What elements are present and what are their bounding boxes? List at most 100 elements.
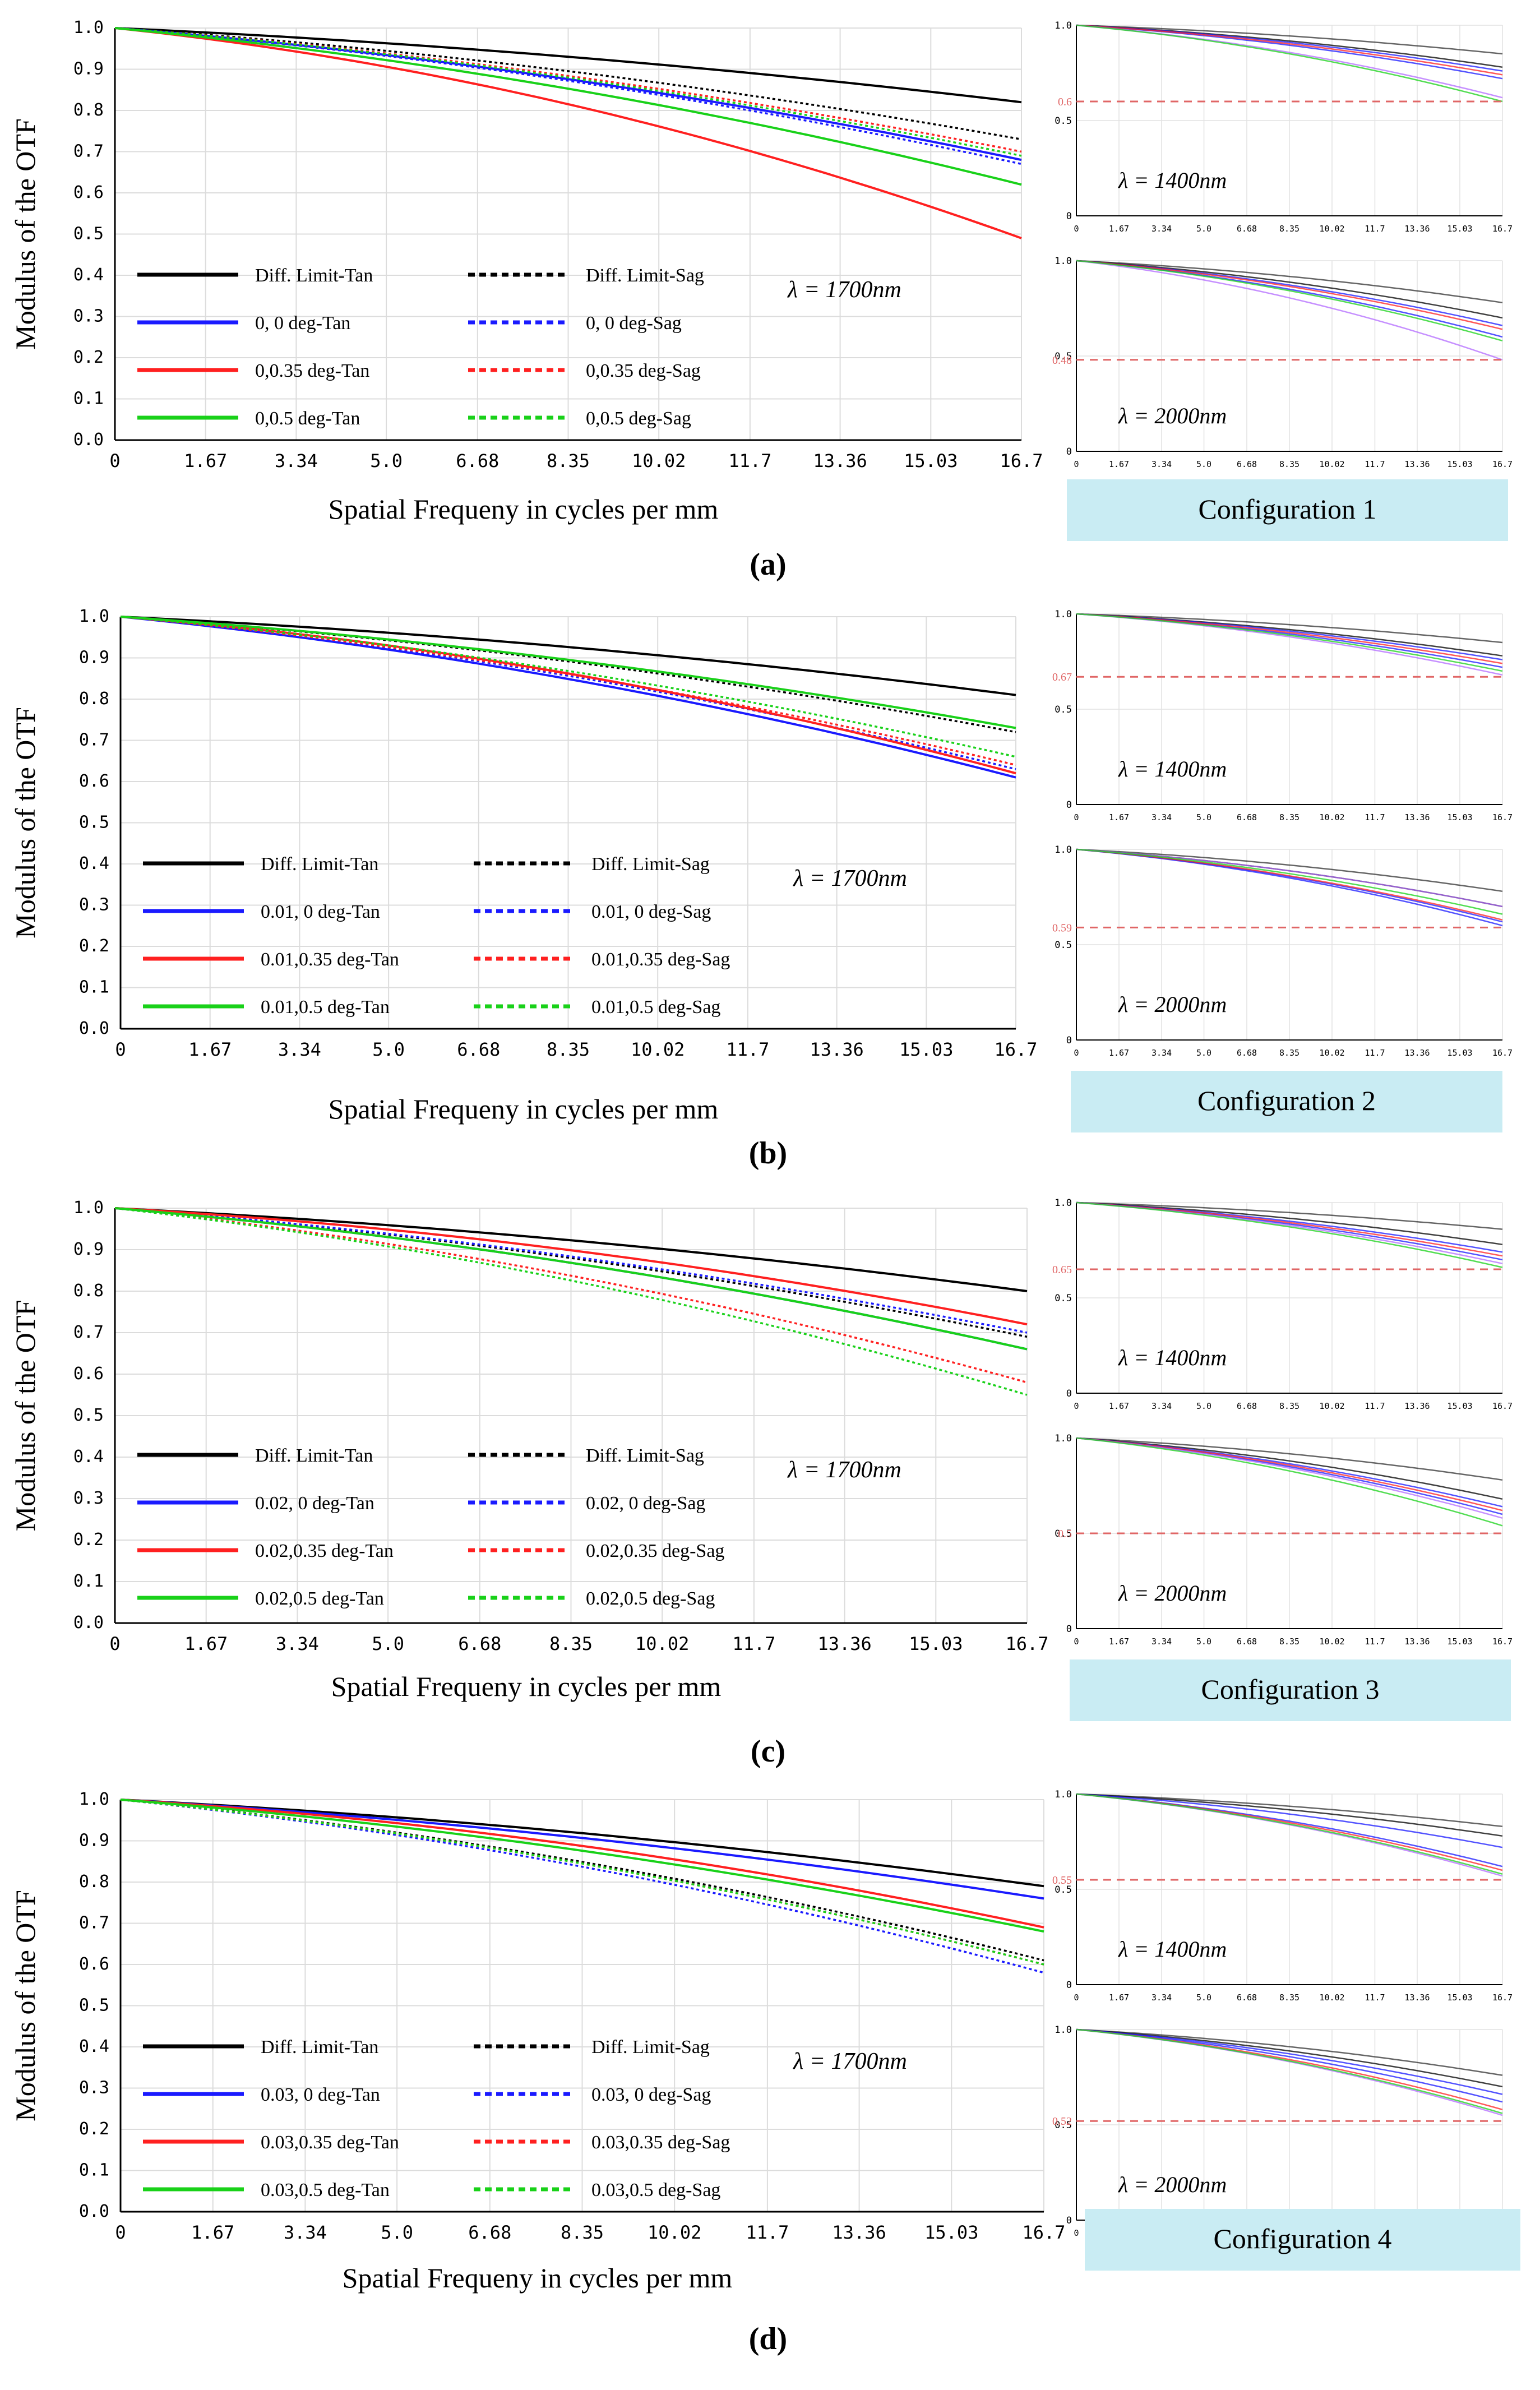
- small-x-tick: 10.02: [1319, 812, 1344, 822]
- small-y-tick: 0: [1066, 799, 1072, 811]
- legend-label: 0.01,0.35 deg-Tan: [261, 949, 399, 970]
- x-tick-label: 3.34: [276, 1633, 319, 1654]
- x-tick-label: 0: [109, 1633, 120, 1654]
- y-tick-label: 0.0: [73, 1613, 104, 1633]
- y-tick-label: 0.6: [79, 771, 109, 791]
- small-x-tick: 5.0: [1196, 224, 1211, 234]
- x-tick-label: 16.7: [1000, 450, 1043, 471]
- small-x-tick: 16.7: [1492, 1048, 1513, 1058]
- legend-label: 0,0.35 deg-Sag: [586, 360, 701, 381]
- y-tick-label: 0.7: [79, 1913, 109, 1933]
- x-tick-label: 11.7: [728, 450, 771, 471]
- y-tick-label: 0.1: [79, 978, 109, 997]
- small-x-tick: 8.35: [1279, 1637, 1299, 1647]
- y-tick-label: 0.5: [73, 224, 104, 244]
- x-tick-label: 1.67: [191, 2222, 234, 2243]
- small-series-line: [1076, 848, 1503, 893]
- small-series-line: [1076, 1201, 1503, 1246]
- x-tick-label: 15.03: [904, 450, 958, 471]
- small-x-tick: 1.67: [1109, 459, 1129, 469]
- series-line-2: [120, 1799, 1044, 1900]
- x-tick-label: 15.03: [899, 1039, 953, 1060]
- legend-label: 0.03,0.5 deg-Tan: [261, 2180, 390, 2201]
- legend-label: 0.03, 0 deg-Tan: [261, 2084, 380, 2105]
- legend: Diff. Limit-Tan Diff. Limit-Sag 0.01, 0 de…: [143, 854, 730, 1018]
- legend-label: 0.03, 0 deg-Sag: [591, 2084, 711, 2105]
- small-x-tick: 1.67: [1109, 812, 1129, 822]
- small-y-tick: 0.5: [1055, 2120, 1072, 2131]
- y-tick-label: 0.1: [73, 1571, 104, 1591]
- legend-label: 0.02,0.35 deg-Sag: [586, 1541, 724, 1561]
- x-tick-label: 3.34: [284, 2222, 327, 2243]
- small-x-tick: 3.34: [1151, 1401, 1172, 1411]
- small-x-tick: 6.68: [1237, 812, 1257, 822]
- series-line-0: [114, 1207, 1028, 1292]
- small-x-tick: 3.34: [1151, 1993, 1172, 2003]
- configuration-box-bg: [1067, 479, 1508, 541]
- small-x-tick: 1.67: [1109, 1048, 1129, 1058]
- legend-label: 0.02,0.5 deg-Tan: [255, 1588, 384, 1609]
- small-series-line: [1076, 1437, 1503, 1527]
- small-x-tick: 3.34: [1151, 812, 1172, 822]
- small-y-tick: 1.0: [1055, 2024, 1072, 2036]
- x-tick-label: 13.36: [813, 450, 867, 471]
- small-x-tick: 0: [1074, 459, 1079, 469]
- small-y-tick: 0: [1066, 2215, 1072, 2226]
- x-tick-label: 13.36: [817, 1633, 871, 1654]
- small-x-tick: 11.7: [1365, 1993, 1385, 2003]
- small-x-tick: 0: [1074, 1401, 1079, 1411]
- configuration-box-bg: [1070, 1659, 1511, 1721]
- y-tick-label: 0.7: [73, 142, 104, 161]
- y-tick-label: 0.8: [73, 1281, 104, 1301]
- small-x-tick: 10.02: [1319, 459, 1344, 469]
- threshold-label: 0.6: [1058, 96, 1072, 108]
- lambda-label: λ = 1700nm: [792, 866, 907, 891]
- small-x-tick: 13.36: [1404, 1048, 1430, 1058]
- small-series-line: [1076, 613, 1503, 644]
- configuration-box: Configuration 3: [1070, 1659, 1511, 1721]
- small-chart-bottom: 00.51.001.673.345.06.688.3510.0211.713.3…: [1052, 2024, 1513, 2238]
- small-x-tick: 11.7: [1365, 459, 1385, 469]
- y-axis-label: Modulus of the OTF: [10, 707, 41, 939]
- y-tick-label: 0.6: [73, 1364, 104, 1384]
- small-series-line: [1076, 2028, 1503, 2114]
- small-x-tick: 3.34: [1151, 1637, 1172, 1647]
- y-tick-label: 1.0: [73, 18, 104, 38]
- threshold-label: 0.52: [1052, 2115, 1072, 2128]
- small-series-line: [1076, 24, 1503, 76]
- x-axis-label: Spatial Frequeny in cycles per mm: [331, 1671, 722, 1702]
- small-x-tick: 8.35: [1279, 224, 1299, 234]
- small-x-tick: 6.68: [1237, 459, 1257, 469]
- small-x-tick: 5.0: [1196, 812, 1211, 822]
- small-x-tick: 15.03: [1447, 1048, 1472, 1058]
- configuration-label: Configuration 4: [1213, 2223, 1391, 2254]
- configuration-box: Configuration 1: [1067, 479, 1508, 541]
- y-tick-label: 0.3: [79, 2078, 109, 2098]
- threshold-label: 0.5: [1058, 1528, 1072, 1540]
- y-tick-label: 0.7: [79, 731, 109, 750]
- y-tick-label: 1.0: [79, 607, 109, 626]
- x-tick-label: 11.7: [732, 1633, 775, 1654]
- small-x-tick: 16.7: [1492, 812, 1513, 822]
- small-x-tick: 5.0: [1196, 459, 1211, 469]
- x-tick-label: 6.68: [456, 450, 499, 471]
- small-x-tick: 8.35: [1279, 1993, 1299, 2003]
- small-series-line: [1076, 1793, 1503, 1848]
- y-tick-label: 0.5: [73, 1406, 104, 1425]
- small-series-line: [1076, 1793, 1503, 1875]
- small-x-tick: 10.02: [1319, 1993, 1344, 2003]
- y-tick-label: 0.0: [79, 2202, 109, 2221]
- small-x-tick: 8.35: [1279, 1048, 1299, 1058]
- legend-label: 0.01,0.35 deg-Sag: [591, 949, 730, 970]
- small-x-tick: 11.7: [1365, 1637, 1385, 1647]
- x-axis-label: Spatial Frequeny in cycles per mm: [329, 1093, 719, 1125]
- small-y-tick: 0.5: [1055, 704, 1072, 715]
- configuration-box-bg: [1085, 2209, 1520, 2271]
- x-tick-label: 16.7: [1022, 2222, 1065, 2243]
- small-y-tick: 0: [1066, 1980, 1072, 1991]
- small-x-tick: 0: [1074, 1993, 1079, 2003]
- small-series-line: [1076, 2028, 1503, 2103]
- small-x-tick: 11.7: [1365, 1048, 1385, 1058]
- small-x-tick: 15.03: [1447, 1637, 1472, 1647]
